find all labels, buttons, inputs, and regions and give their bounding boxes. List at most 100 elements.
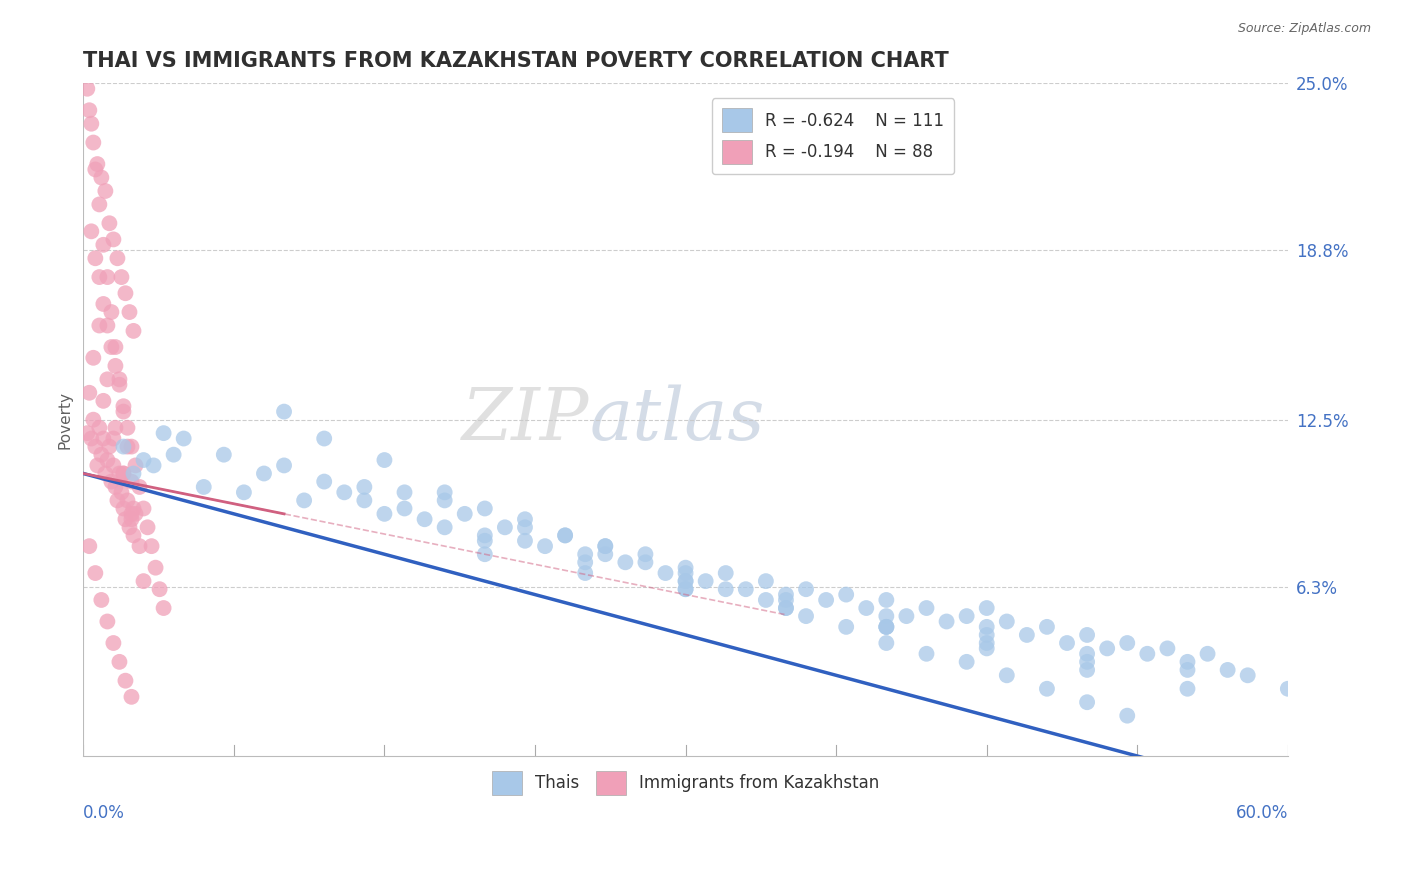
Point — [89, 318, 111, 333]
Point — [956, 655, 979, 669]
Point — [494, 520, 516, 534]
Point — [104, 421, 127, 435]
Point — [554, 528, 576, 542]
Point — [117, 421, 139, 435]
Point — [976, 628, 998, 642]
Point — [574, 566, 596, 580]
Point — [107, 493, 129, 508]
Point — [79, 539, 101, 553]
Point — [474, 501, 496, 516]
Point — [79, 385, 101, 400]
Point — [1076, 695, 1098, 709]
Point — [98, 440, 121, 454]
Point — [121, 440, 143, 454]
Point — [875, 620, 897, 634]
Point — [1076, 647, 1098, 661]
Point — [173, 432, 195, 446]
Point — [875, 620, 897, 634]
Point — [117, 493, 139, 508]
Point — [413, 512, 436, 526]
Point — [794, 609, 817, 624]
Point — [112, 467, 135, 481]
Point — [875, 636, 897, 650]
Y-axis label: Poverty: Poverty — [58, 391, 72, 449]
Point — [90, 170, 112, 185]
Point — [1015, 628, 1038, 642]
Point — [108, 377, 131, 392]
Point — [107, 252, 129, 266]
Point — [714, 582, 737, 597]
Point — [534, 539, 557, 553]
Point — [513, 533, 536, 548]
Text: atlas: atlas — [589, 384, 765, 455]
Point — [121, 690, 143, 704]
Point — [915, 647, 938, 661]
Point — [79, 103, 101, 118]
Point — [1177, 663, 1199, 677]
Point — [394, 501, 416, 516]
Point — [84, 162, 107, 177]
Text: 0.0%: 0.0% — [83, 805, 125, 822]
Point — [152, 426, 174, 441]
Point — [1076, 628, 1098, 642]
Point — [100, 340, 122, 354]
Point — [93, 297, 115, 311]
Point — [554, 528, 576, 542]
Point — [314, 432, 336, 446]
Point — [574, 547, 596, 561]
Point — [935, 615, 957, 629]
Point — [775, 588, 797, 602]
Point — [193, 480, 215, 494]
Point — [232, 485, 254, 500]
Point — [132, 501, 155, 516]
Point — [474, 528, 496, 542]
Point — [136, 520, 159, 534]
Point — [89, 197, 111, 211]
Point — [96, 372, 118, 386]
Point — [94, 184, 117, 198]
Point — [976, 601, 998, 615]
Point — [1177, 655, 1199, 669]
Point — [775, 601, 797, 615]
Point — [76, 81, 98, 95]
Point — [1076, 663, 1098, 677]
Point — [90, 448, 112, 462]
Point — [112, 440, 135, 454]
Point — [634, 547, 657, 561]
Point — [103, 458, 125, 473]
Point — [89, 421, 111, 435]
Point — [141, 539, 163, 553]
Text: THAI VS IMMIGRANTS FROM KAZAKHSTAN POVERTY CORRELATION CHART: THAI VS IMMIGRANTS FROM KAZAKHSTAN POVER… — [83, 51, 949, 70]
Point — [80, 224, 103, 238]
Point — [104, 340, 127, 354]
Point — [89, 270, 111, 285]
Point — [93, 432, 115, 446]
Point — [96, 270, 118, 285]
Point — [1056, 636, 1078, 650]
Legend: Thais, Immigrants from Kazakhstan: Thais, Immigrants from Kazakhstan — [485, 764, 886, 802]
Point — [128, 539, 150, 553]
Point — [104, 359, 127, 373]
Point — [835, 588, 858, 602]
Point — [775, 601, 797, 615]
Point — [474, 533, 496, 548]
Point — [110, 270, 132, 285]
Point — [114, 512, 136, 526]
Point — [80, 117, 103, 131]
Point — [93, 237, 115, 252]
Point — [433, 520, 456, 534]
Point — [373, 507, 395, 521]
Point — [433, 485, 456, 500]
Point — [152, 601, 174, 615]
Point — [96, 318, 118, 333]
Point — [593, 547, 616, 561]
Point — [1177, 681, 1199, 696]
Point — [353, 480, 375, 494]
Point — [114, 673, 136, 688]
Point — [654, 566, 676, 580]
Point — [593, 539, 616, 553]
Point — [121, 475, 143, 489]
Point — [675, 582, 697, 597]
Point — [292, 493, 315, 508]
Point — [734, 582, 756, 597]
